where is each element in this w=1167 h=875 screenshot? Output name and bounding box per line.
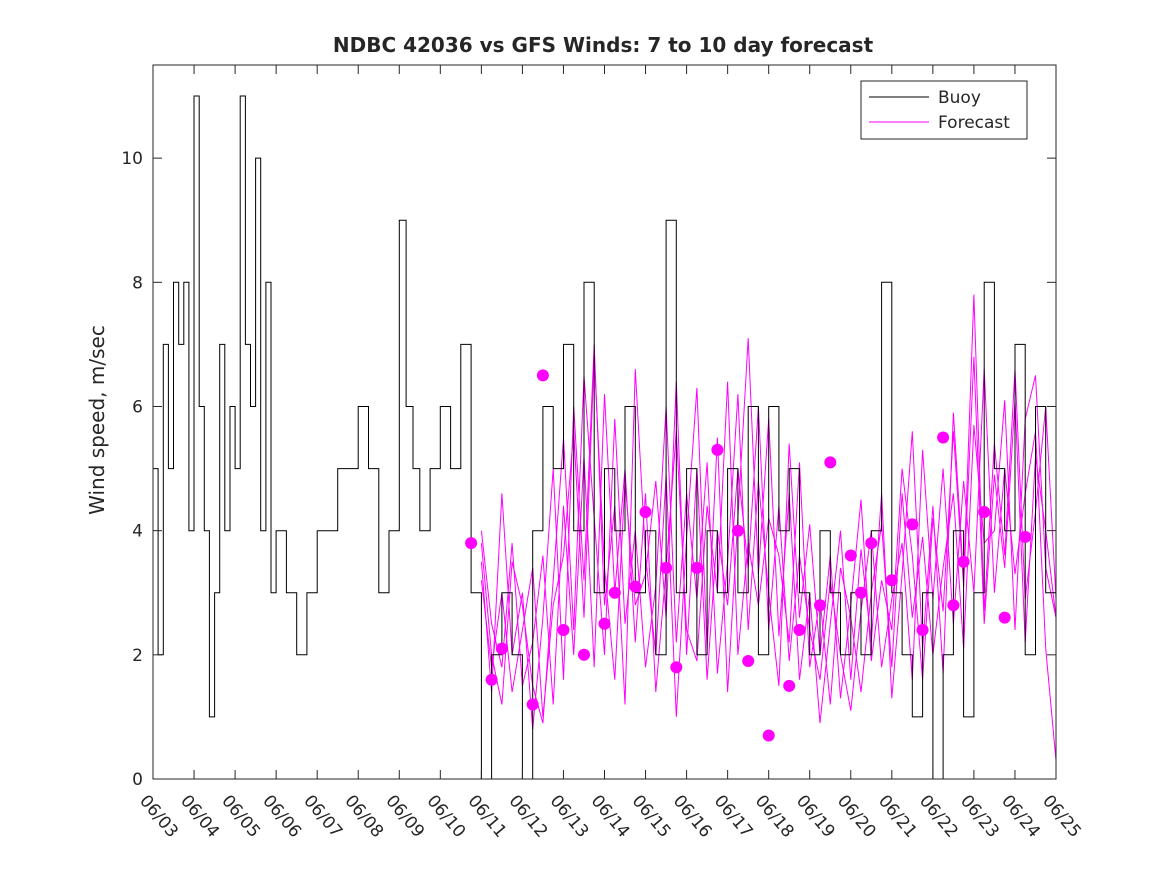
forecast-marker [598, 617, 611, 630]
buoy-series [153, 95, 1056, 780]
chart-title: NDBC 42036 vs GFS Winds: 7 to 10 day for… [333, 33, 874, 57]
forecast-marker [742, 655, 755, 667]
forecast-marker [783, 679, 796, 692]
y-tick-label: 10 [121, 149, 143, 169]
forecast-marker [957, 555, 970, 568]
y-tick-label: 4 [132, 522, 143, 542]
forecast-marker [865, 537, 878, 550]
forecast-marker [844, 549, 857, 562]
forecast-marker [731, 524, 744, 537]
forecast-marker [916, 624, 929, 636]
y-axis-label: Wind speed, m/sec [85, 325, 109, 515]
legend-box [860, 80, 1028, 140]
forecast-marker [824, 456, 837, 469]
forecast-marker [629, 580, 642, 593]
y-tick-label: 2 [132, 646, 143, 666]
forecast-marker [526, 698, 539, 711]
y-axis: 0 2 4 6 8 10 [121, 149, 1056, 790]
forecast-marker [465, 537, 478, 550]
forecast-marker [711, 443, 724, 456]
forecast-marker [885, 574, 898, 587]
forecast-marker [536, 369, 549, 382]
forecast-marker [937, 431, 950, 444]
y-tick-label: 0 [132, 770, 143, 790]
legend: Buoy Forecast [860, 80, 1028, 140]
forecast-marker [639, 506, 652, 518]
buoy-line [153, 95, 1056, 780]
forecast-marker [557, 624, 570, 636]
legend-label-forecast: Forecast [938, 113, 1010, 133]
forecast-marker [793, 624, 806, 636]
forecast-marker [670, 661, 683, 674]
y-tick-label: 6 [132, 397, 143, 417]
forecast-marker [1019, 530, 1032, 543]
y-tick-label: 8 [132, 273, 143, 293]
forecast-marker [495, 642, 508, 655]
forecast-marker [660, 561, 673, 574]
forecast-marker [855, 586, 867, 599]
forecast-marker [947, 599, 960, 612]
legend-label-buoy: Buoy [938, 88, 981, 108]
forecast-markers [465, 369, 1032, 742]
forecast-marker [814, 599, 826, 612]
forecast-marker [608, 586, 621, 599]
forecast-marker [762, 729, 775, 742]
forecast-marker [485, 673, 498, 686]
forecast-marker [578, 648, 590, 661]
forecast-marker [978, 506, 991, 518]
forecast-marker [906, 518, 919, 531]
forecast-marker [998, 611, 1011, 624]
forecast-marker [690, 561, 703, 574]
